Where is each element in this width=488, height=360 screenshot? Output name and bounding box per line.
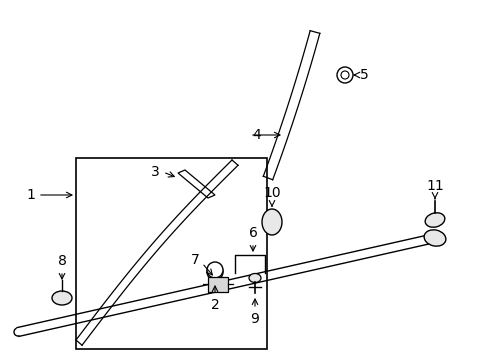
Ellipse shape [52,291,72,305]
Ellipse shape [248,274,261,283]
Text: 9: 9 [250,312,259,326]
Text: 7: 7 [191,253,200,267]
Text: 11: 11 [425,179,443,193]
Circle shape [206,264,223,280]
Circle shape [340,71,348,79]
Text: 2: 2 [210,298,219,312]
Text: 8: 8 [58,254,66,268]
Text: 3: 3 [151,165,160,179]
Circle shape [336,67,352,83]
Text: 6: 6 [248,226,257,240]
Text: 5: 5 [359,68,368,82]
Text: 10: 10 [263,186,280,200]
Bar [76,158,266,349]
Ellipse shape [424,213,444,227]
Ellipse shape [423,230,445,246]
Circle shape [206,262,223,278]
Ellipse shape [262,209,282,235]
Bar [207,277,227,292]
Text: 4: 4 [251,128,260,142]
Text: 1: 1 [26,188,35,202]
